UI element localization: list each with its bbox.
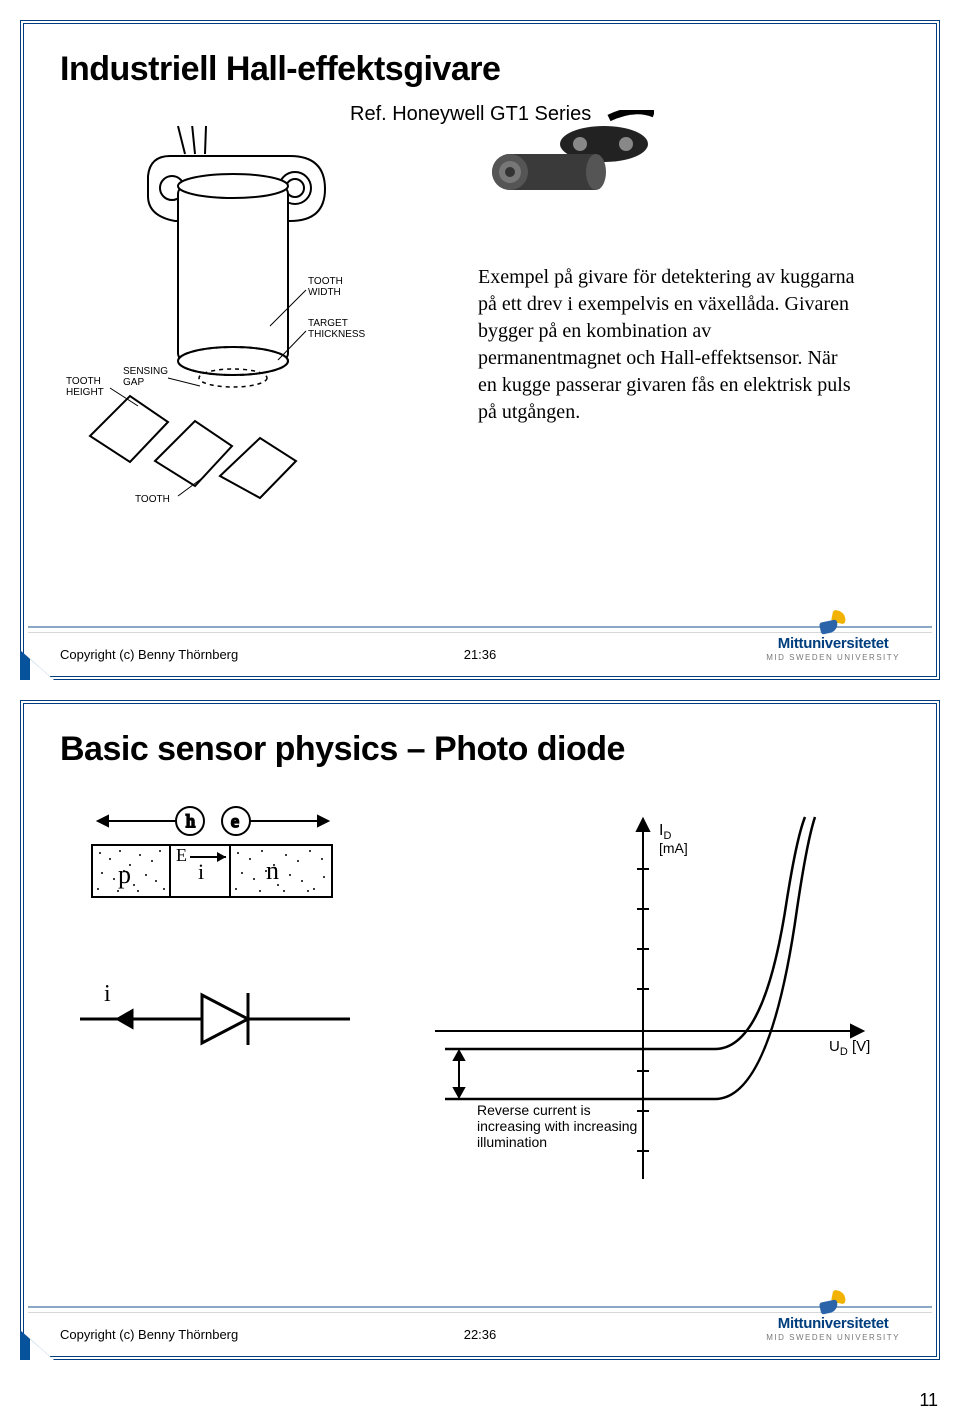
logo-mark-icon	[820, 611, 846, 633]
label-E: E	[176, 845, 187, 865]
logo-name: Mittuniversitetet	[778, 635, 889, 652]
university-logo: Mittuniversitetet MID SWEDEN UNIVERSITY	[766, 1291, 900, 1342]
logo-mark-icon	[820, 1291, 846, 1313]
slide-hall-sensor: Industriell Hall-effektsgivare Ref. Hone…	[20, 20, 940, 680]
label-p: p	[118, 860, 131, 889]
slide-footer: Copyright (c) Benny Thörnberg 22:36 Mitt…	[60, 1291, 900, 1342]
pin-diode-schematic: h e	[60, 799, 370, 1219]
x-axis-label: UD [V]	[829, 1038, 870, 1058]
slide-footer: Copyright (c) Benny Thörnberg 21:36 Mitt…	[60, 611, 900, 662]
label-current-i: i	[104, 981, 111, 1007]
logo-name: Mittuniversitetet	[778, 1315, 889, 1332]
slide-title: Industriell Hall-effektsgivare	[60, 50, 900, 89]
label-tooth-height: TOOTHHEIGHT	[66, 376, 104, 398]
label-n: n	[266, 856, 279, 885]
description-paragraph: Exempel på givare för detektering av kug…	[478, 264, 858, 426]
label-tooth-spacing: TOOTHSPACING	[135, 494, 179, 506]
timestamp: 21:36	[464, 647, 497, 662]
label-target-thickness: TARGETTHICKNESS	[308, 318, 366, 340]
university-logo: Mittuniversitetet MID SWEDEN UNIVERSITY	[766, 611, 900, 662]
y-axis-unit: [mA]	[659, 840, 688, 856]
slide-title: Basic sensor physics – Photo diode	[60, 730, 900, 769]
label-sensing-gap: SENSINGGAP	[123, 366, 168, 388]
iv-characteristic-graph: ID [mA] UD [V] Reverse current is increa…	[400, 799, 900, 1219]
logo-subtitle: MID SWEDEN UNIVERSITY	[766, 653, 900, 662]
copyright-text: Copyright (c) Benny Thörnberg	[60, 1327, 238, 1342]
gear-sensor-diagram: TOOTHHEIGHT SENSINGGAP TOOTHSPACING TOOT…	[60, 126, 480, 506]
corner-triangle-icon	[20, 650, 54, 680]
label-h: h	[186, 811, 195, 831]
label-i-region: i	[198, 859, 204, 884]
slide-photo-diode: Basic sensor physics – Photo diode h e	[20, 700, 940, 1360]
y-axis-label: ID	[659, 822, 671, 842]
logo-subtitle: MID SWEDEN UNIVERSITY	[766, 1333, 900, 1342]
copyright-text: Copyright (c) Benny Thörnberg	[60, 647, 238, 662]
corner-triangle-icon	[20, 1330, 54, 1360]
label-tooth-width: TOOTHWIDTH	[308, 276, 343, 298]
timestamp: 22:36	[464, 1327, 497, 1342]
label-e: e	[231, 811, 239, 831]
annotation-text: Reverse current is increasing with incre…	[477, 1102, 641, 1150]
page-number: 11	[0, 1380, 960, 1427]
sensor-product-image	[454, 110, 654, 210]
